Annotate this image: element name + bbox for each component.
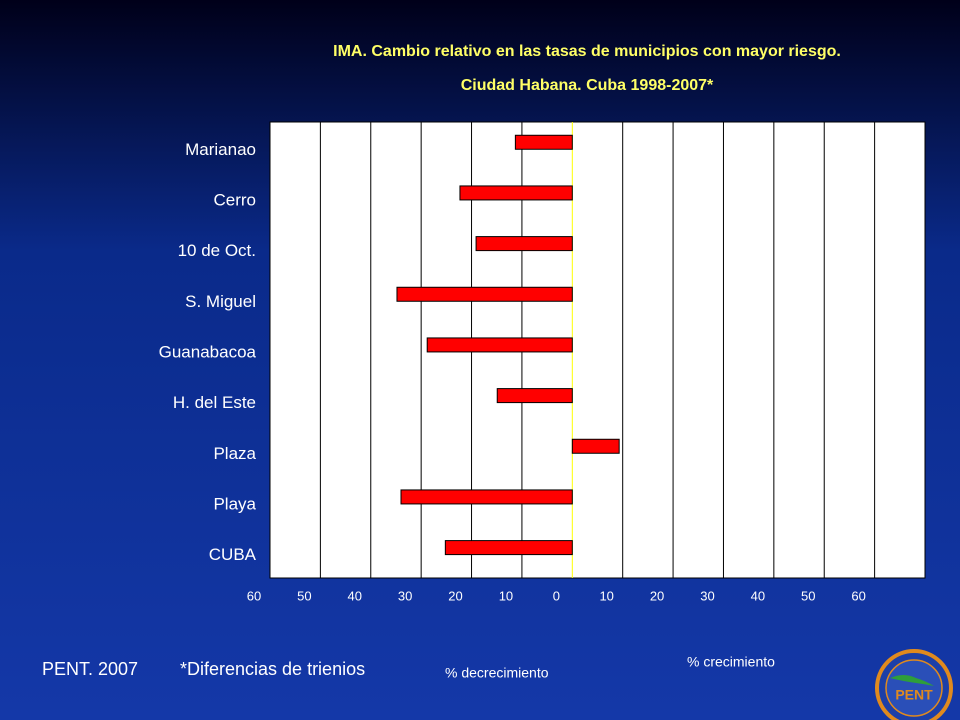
y-tick-label: Plaza — [213, 444, 256, 463]
source-note: PENT. 2007 — [42, 659, 138, 679]
y-tick-label: CUBA — [209, 545, 257, 564]
axis-annotation: % crecimiento — [687, 654, 775, 670]
logo-island — [890, 675, 934, 686]
x-tick-label: 10 — [599, 588, 613, 603]
y-tick-label: H. del Este — [173, 393, 256, 412]
x-tick-label: 10 — [499, 588, 513, 603]
bar — [514, 134, 573, 150]
x-tick-label: 50 — [297, 588, 311, 603]
x-tick-label: 0 — [553, 588, 560, 603]
x-tick-label: 30 — [700, 588, 714, 603]
x-tick-label: 60 — [851, 588, 865, 603]
logo-inner — [885, 659, 943, 717]
y-tick-label: Cerro — [213, 190, 256, 209]
bar — [396, 286, 573, 302]
y-tick-label: S. Miguel — [185, 292, 256, 311]
footnote: *Diferencias de trienios — [180, 659, 365, 679]
logo-text: PENT — [895, 687, 933, 703]
y-tick-label: Marianao — [185, 140, 256, 159]
x-tick-label: 30 — [398, 588, 412, 603]
axis-annotation: % decrecimiento — [445, 665, 549, 681]
bar — [426, 337, 573, 353]
bar — [400, 489, 573, 505]
x-tick-label: 40 — [751, 588, 765, 603]
chart-subtitle: Ciudad Habana. Cuba 1998-2007* — [461, 77, 714, 94]
y-tick-label: Guanabacoa — [159, 342, 257, 361]
bar — [459, 185, 573, 201]
bar — [475, 236, 573, 252]
bar — [444, 540, 573, 556]
plot-area — [269, 121, 926, 579]
x-tick-label: 60 — [247, 588, 261, 603]
y-tick-label: Playa — [213, 494, 256, 513]
y-tick-label: 10 de Oct. — [178, 241, 256, 260]
bar — [496, 388, 573, 404]
x-tick-label: 20 — [448, 588, 462, 603]
chart-title: IMA. Cambio relativo en las tasas de mun… — [333, 43, 841, 60]
logo: PENT — [875, 649, 953, 720]
x-tick-label: 20 — [650, 588, 664, 603]
x-tick-label: 50 — [801, 588, 815, 603]
bar — [571, 438, 620, 454]
x-tick-label: 40 — [348, 588, 362, 603]
